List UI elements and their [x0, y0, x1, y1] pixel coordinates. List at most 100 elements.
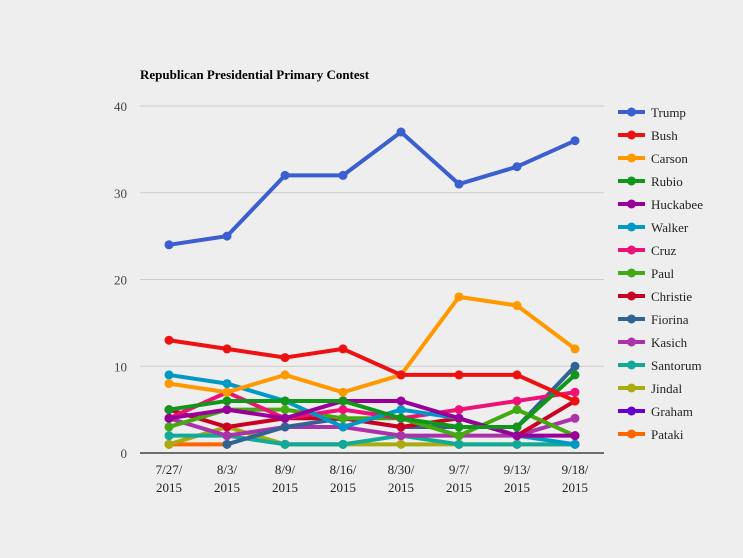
legend: Trump Bush Carson Rubio Huckabee Walker Cruz Pa… — [618, 105, 703, 442]
legend-item-trump: Trump — [618, 105, 686, 120]
legend-label: Cruz — [651, 243, 677, 258]
data-point — [222, 231, 232, 241]
series-line — [167, 338, 577, 403]
x-tick-label: 8/16/ — [330, 462, 357, 477]
data-point — [454, 370, 464, 380]
data-point — [570, 439, 580, 449]
series-line — [167, 416, 577, 438]
data-point — [222, 396, 232, 406]
data-point — [164, 431, 174, 441]
series-line — [167, 433, 577, 447]
x-tick-label: 8/9/ — [275, 462, 296, 477]
data-point — [512, 405, 522, 415]
legend-marker — [627, 199, 636, 209]
legend-label: Walker — [651, 220, 689, 235]
legend-label: Graham — [651, 404, 693, 419]
x-tick-label: 7/27/ — [156, 462, 183, 477]
data-point — [338, 387, 348, 397]
legend-marker — [627, 383, 636, 393]
data-point — [164, 335, 174, 345]
data-point — [396, 405, 406, 415]
data-point — [512, 301, 522, 311]
data-point — [454, 439, 464, 449]
legend-item-jindal: Jindal — [618, 381, 682, 396]
data-point — [396, 431, 406, 441]
data-point — [222, 379, 232, 389]
legend-label: Paul — [651, 266, 675, 281]
series-line — [167, 294, 577, 395]
legend-marker — [627, 153, 636, 163]
legend-item-walker: Walker — [618, 220, 689, 235]
x-axis-ticks: 7/27/2015 8/3/2015 8/9/2015 8/16/2015 8/30/2… — [156, 462, 589, 495]
legend-item-cruz: Cruz — [618, 243, 677, 258]
data-point — [570, 387, 580, 397]
legend-label: Christie — [651, 289, 692, 304]
legend-item-pataki: Pataki — [618, 427, 684, 442]
data-point — [454, 179, 464, 189]
data-point — [512, 431, 522, 441]
data-point — [222, 439, 232, 449]
data-point — [164, 413, 174, 423]
data-point — [222, 387, 232, 397]
data-point — [396, 439, 406, 449]
series-huckabee — [164, 396, 580, 441]
legend-item-kasich: Kasich — [618, 335, 688, 350]
x-tick-label: 8/30/ — [388, 462, 415, 477]
x-tick-label: 2015 — [214, 480, 240, 495]
data-point — [570, 431, 580, 441]
data-point — [570, 413, 580, 423]
data-point — [338, 344, 348, 354]
data-point — [164, 439, 174, 449]
data-point — [570, 361, 580, 371]
data-point — [222, 405, 232, 415]
data-point — [396, 422, 406, 432]
legend-marker — [627, 360, 636, 370]
legend-item-carson: Carson — [618, 151, 688, 166]
data-point — [164, 240, 174, 250]
data-point — [222, 344, 232, 354]
data-point — [512, 422, 522, 432]
x-tick-label: 9/7/ — [449, 462, 470, 477]
data-point — [396, 396, 406, 406]
x-tick-label: 2015 — [388, 480, 414, 495]
legend-item-bush: Bush — [618, 128, 678, 143]
data-point — [164, 422, 174, 432]
x-tick-label: 2015 — [330, 480, 356, 495]
x-tick-label: 8/3/ — [217, 462, 238, 477]
legend-item-fiorina: Fiorina — [618, 312, 689, 327]
data-point — [570, 370, 580, 380]
y-tick-label: 0 — [121, 446, 128, 461]
y-tick-label: 30 — [114, 186, 127, 201]
series-bush — [164, 335, 580, 406]
data-point — [338, 405, 348, 415]
legend-label: Bush — [651, 128, 678, 143]
legend-label: Carson — [651, 151, 688, 166]
legend-item-santorum: Santorum — [618, 358, 702, 373]
data-point — [164, 370, 174, 380]
data-point — [570, 344, 580, 354]
legend-marker — [627, 314, 636, 324]
data-point — [454, 413, 464, 423]
chart-title: Republican Presidential Primary Contest — [140, 67, 370, 82]
y-tick-label: 10 — [114, 359, 127, 374]
y-tick-label: 40 — [114, 99, 127, 114]
data-point — [512, 396, 522, 406]
data-point — [222, 422, 232, 432]
legend-marker — [627, 406, 636, 416]
legend-marker — [627, 245, 636, 255]
legend-label: Fiorina — [651, 312, 689, 327]
data-point — [338, 439, 348, 449]
legend-item-christie: Christie — [618, 289, 692, 304]
x-tick-label: 2015 — [504, 480, 530, 495]
series-line — [167, 130, 577, 247]
legend-marker — [627, 429, 636, 439]
data-point — [512, 370, 522, 380]
data-point — [280, 396, 290, 406]
gridlines — [140, 105, 604, 454]
x-tick-label: 2015 — [156, 480, 182, 495]
data-point — [280, 413, 290, 423]
legend-item-graham: Graham — [618, 404, 693, 419]
data-point — [280, 170, 290, 180]
legend-label: Kasich — [651, 335, 688, 350]
